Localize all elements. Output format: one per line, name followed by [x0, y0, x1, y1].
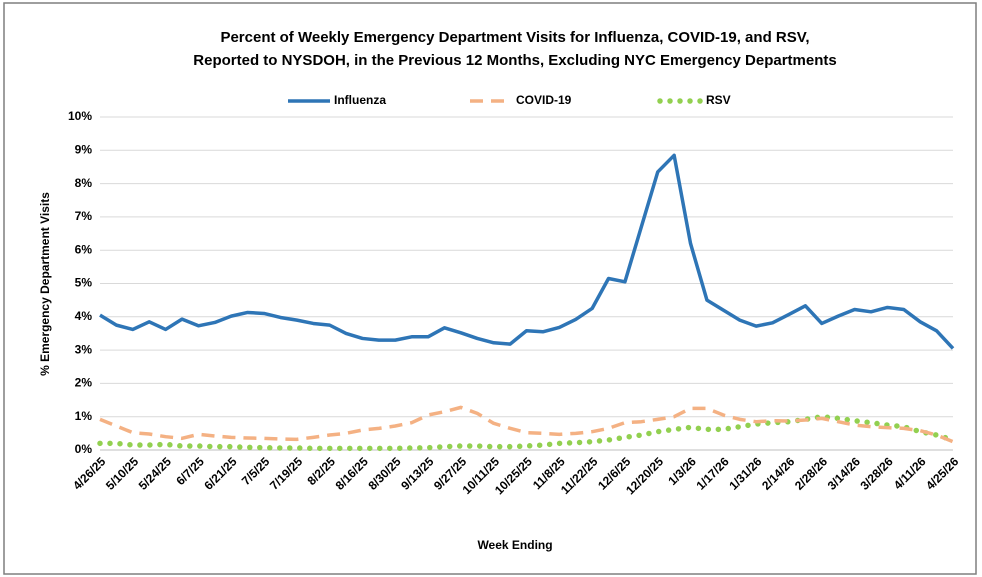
y-tick-label: 7%	[75, 209, 93, 223]
legend-label: RSV	[706, 93, 731, 107]
y-tick-label: 8%	[75, 176, 93, 190]
y-tick-label: 2%	[75, 376, 93, 390]
x-axis-label: Week Ending	[477, 538, 552, 552]
y-tick-label: 6%	[75, 242, 93, 256]
chart-frame	[3, 2, 977, 575]
legend-label: Influenza	[334, 93, 386, 107]
y-tick-label: 3%	[75, 342, 93, 356]
chart-title: Reported to NYSDOH, in the Previous 12 M…	[193, 52, 836, 69]
y-tick-label: 1%	[75, 409, 93, 423]
y-tick-label: 0%	[75, 442, 93, 456]
y-tick-label: 4%	[75, 309, 93, 323]
chart-title: Percent of Weekly Emergency Department V…	[220, 29, 809, 46]
y-axis-label: % Emergency Department Visits	[38, 192, 52, 376]
y-tick-label: 9%	[75, 142, 93, 156]
series-line	[97, 413, 956, 452]
legend-label: COVID-19	[516, 93, 572, 107]
y-tick-label: 10%	[68, 109, 92, 123]
series-line	[99, 153, 955, 350]
y-tick-label: 5%	[75, 276, 93, 290]
